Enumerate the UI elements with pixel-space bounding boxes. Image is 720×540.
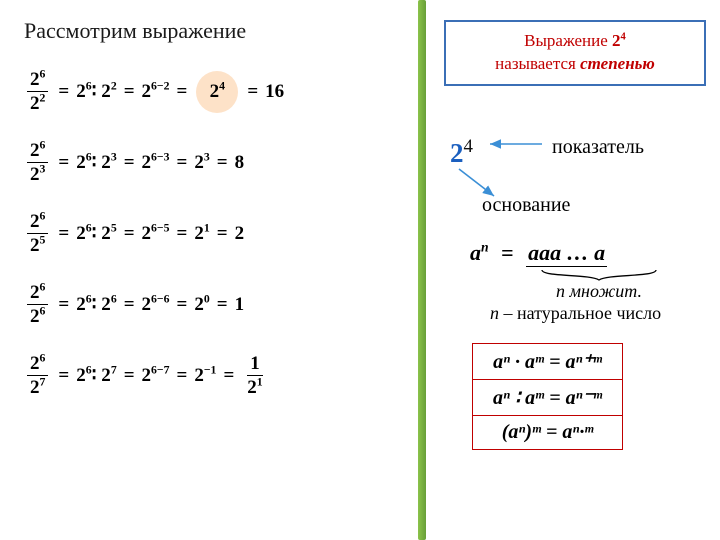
underbrace: n множит. <box>540 268 658 302</box>
power-rules-table: aⁿ · aᵐ = aⁿ⁺ᵐ aⁿ ∶ aᵐ = aⁿ⁻ᵐ (aⁿ)ᵐ = aⁿ… <box>472 343 623 450</box>
power-definition-box: Выражение 24 называется степенью <box>444 20 706 86</box>
power-expansion: an = aaa … a n множит. <box>470 240 706 266</box>
box-text-1: Выражение <box>524 31 612 50</box>
left-title: Рассмотрим выражение <box>24 18 394 44</box>
label-base: основание <box>482 194 570 217</box>
rule-3: (aⁿ)ᵐ = aⁿ·ᵐ <box>473 416 623 450</box>
terminology-diagram: 24 показатель основание <box>444 114 706 224</box>
left-panel: Рассмотрим выражение 2622=26∶ 22=26−2=24… <box>0 0 418 443</box>
rule-1: aⁿ · aᵐ = aⁿ⁺ᵐ <box>473 344 623 380</box>
right-panel: Выражение 24 называется степенью 24 пока… <box>430 0 720 470</box>
rule-2: aⁿ ∶ aᵐ = aⁿ⁻ᵐ <box>473 380 623 416</box>
equation-row: 2627=26∶ 27=26−7=2−1=121 <box>24 354 394 397</box>
vertical-divider <box>418 0 426 540</box>
highlight-circle: 24 <box>196 71 238 113</box>
equation-row: 2623=26∶ 23=26−3=23=8 <box>24 141 394 184</box>
n-natural-note: n – натуральное число <box>490 302 706 325</box>
equation-list: 2622=26∶ 22=26−2=24=16 2623=26∶ 23=26−3=2… <box>24 70 394 397</box>
equation-row: 2626=26∶ 26=26−6=20=1 <box>24 283 394 326</box>
box-expr: 24 <box>612 31 626 50</box>
box-text-2: называется <box>495 54 580 73</box>
equation-row: 2625=26∶ 25=26−5=21=2 <box>24 212 394 255</box>
box-term: степенью <box>580 54 655 73</box>
label-exponent: показатель <box>552 136 644 159</box>
equation-row: 2622=26∶ 22=26−2=24=16 <box>24 70 394 113</box>
